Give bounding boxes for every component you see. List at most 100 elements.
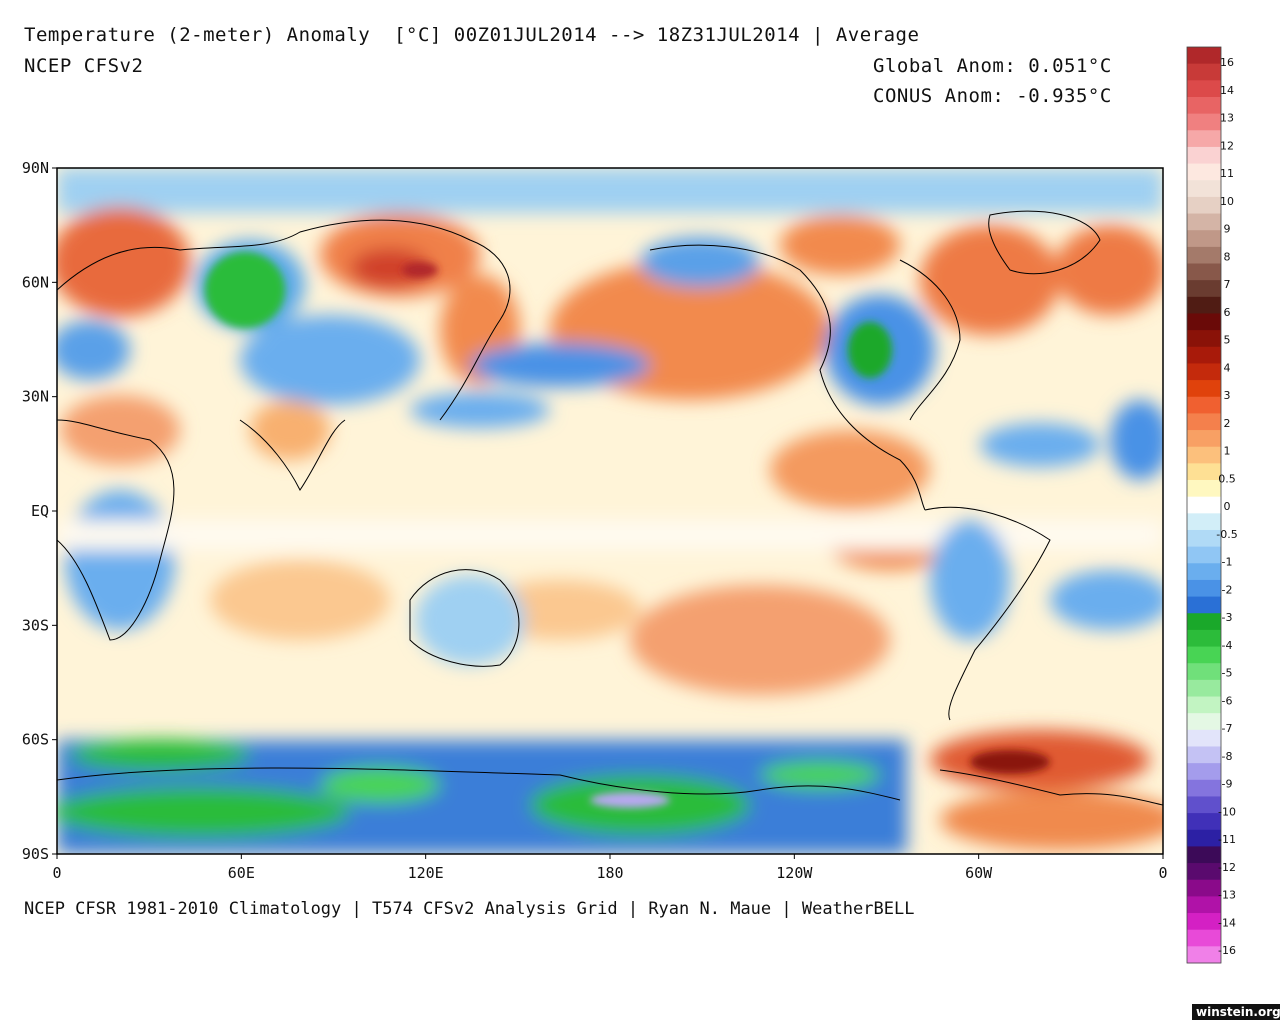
colorbar-label: -6	[1222, 694, 1233, 707]
colorbar-swatch	[1187, 96, 1221, 115]
colorbar-swatch	[1187, 546, 1221, 564]
colorbar-label: 7	[1224, 278, 1231, 291]
colorbar-swatch	[1187, 496, 1221, 514]
colorbar-swatch	[1187, 80, 1221, 98]
colorbar-swatch	[1187, 196, 1221, 215]
lon-label: 0	[1158, 864, 1167, 882]
colorbar-label: -9	[1222, 778, 1233, 791]
colorbar-label: 13	[1220, 112, 1234, 125]
colorbar-label: -10	[1218, 805, 1236, 818]
colorbar-label: -8	[1222, 750, 1233, 763]
colorbar-label: 0.5	[1218, 472, 1236, 485]
colorbar-swatch	[1187, 296, 1221, 314]
colorbar-label: 3	[1224, 389, 1231, 402]
colorbar-label: -14	[1218, 916, 1236, 929]
colorbar-swatch	[1187, 813, 1221, 831]
colorbar-swatch	[1187, 430, 1221, 448]
lat-label: 30S	[22, 616, 49, 634]
colorbar-swatch	[1187, 146, 1221, 165]
colorbar-swatch	[1187, 763, 1221, 781]
colorbar-swatch	[1187, 863, 1221, 881]
colorbar-swatch	[1187, 679, 1221, 698]
colorbar-swatch	[1187, 713, 1221, 731]
lon-label: 120W	[776, 864, 813, 882]
lat-label: 30N	[22, 388, 49, 406]
lat-label: 90N	[22, 159, 49, 177]
colorbar-swatch	[1187, 729, 1221, 747]
colorbar-swatch	[1187, 629, 1221, 648]
map-title: Temperature (2-meter) Anomaly [°C] 00Z01…	[24, 24, 920, 46]
colorbar-swatch	[1187, 330, 1221, 348]
lat-label: 60S	[22, 731, 49, 749]
lat-label: EQ	[31, 502, 49, 520]
colorbar-label: -2	[1222, 583, 1233, 596]
colorbar-swatch	[1187, 280, 1221, 298]
colorbar-label: 11	[1220, 167, 1234, 180]
colorbar-label: -7	[1222, 722, 1233, 735]
colorbar-swatch	[1187, 47, 1221, 65]
colorbar-swatch	[1187, 413, 1221, 431]
conus-anomaly: CONUS Anom: -0.935°C	[873, 85, 1112, 107]
colorbar-swatch	[1187, 913, 1221, 931]
colorbar-swatch	[1187, 396, 1221, 414]
colorbar-label: -12	[1218, 861, 1236, 874]
colorbar-swatch	[1187, 180, 1221, 198]
colorbar-label: 14	[1220, 84, 1234, 97]
colorbar-swatch	[1187, 63, 1221, 81]
colorbar-swatch	[1187, 529, 1221, 548]
colorbar-label: 2	[1224, 417, 1231, 430]
colorbar-label: 6	[1224, 306, 1231, 319]
colorbar-label: 9	[1224, 223, 1231, 236]
colorbar-swatch	[1187, 779, 1221, 797]
colorbar-swatch	[1187, 563, 1221, 581]
lon-label: 180	[596, 864, 623, 882]
colorbar-swatch	[1187, 313, 1221, 331]
colorbar-swatch	[1187, 646, 1221, 664]
colorbar-swatch	[1187, 929, 1221, 947]
colorbar-swatch	[1187, 513, 1221, 531]
colorbar-swatch	[1187, 579, 1221, 598]
colorbar-swatch	[1187, 380, 1221, 398]
colorbar-swatch	[1187, 363, 1221, 381]
colorbar-swatch	[1187, 796, 1221, 814]
colorbar-label: 10	[1220, 195, 1234, 208]
colorbar-label: -3	[1222, 611, 1233, 624]
colorbar-swatch	[1187, 829, 1221, 847]
colorbar-swatch	[1187, 613, 1221, 631]
colorbar-label: 4	[1224, 361, 1231, 374]
colorbar-swatch	[1187, 246, 1221, 265]
latitude-labels: 90N 60N 30N EQ 30S 60S 90S	[22, 159, 57, 863]
colorbar-swatch	[1187, 596, 1221, 614]
colorbar-swatch	[1187, 346, 1221, 364]
colorbar-label: -1	[1222, 556, 1233, 569]
colorbar-swatch	[1187, 163, 1221, 181]
watermark: winstein.org	[1192, 1004, 1280, 1020]
colorbar-label: 1	[1224, 445, 1231, 458]
colorbar-label: -13	[1218, 889, 1236, 902]
colorbar-swatch	[1187, 463, 1221, 481]
lon-label: 0	[52, 864, 61, 882]
lon-label: 60W	[965, 864, 993, 882]
colorbar-swatch	[1187, 230, 1221, 248]
anomaly-field	[57, 168, 1163, 854]
longitude-labels: 0 60E 120E 180 120W 60W 0	[52, 854, 1168, 882]
colorbar-legend: 16 14 13 12 11 10 9 8 7 6 5 4 3 2 1 0.5 0 -0.5 -1 -2 -3 -4 -5 -…	[1186, 46, 1238, 964]
colorbar-swatch	[1187, 879, 1221, 897]
colorbar-label: -5	[1222, 667, 1233, 680]
lat-label: 60N	[22, 273, 49, 291]
colorbar-swatch	[1187, 113, 1221, 131]
colorbar-swatch	[1187, 213, 1221, 231]
colorbar-label: -11	[1218, 833, 1236, 846]
colorbar-label: 5	[1224, 334, 1231, 347]
colorbar-swatch	[1187, 746, 1221, 764]
colorbar-label: -0.5	[1216, 528, 1237, 541]
colorbar-swatch	[1187, 896, 1221, 914]
lon-label: 120E	[408, 864, 444, 882]
colorbar-label: -16	[1218, 944, 1236, 957]
colorbar-label: 0	[1224, 500, 1231, 513]
colorbar-swatch	[1187, 480, 1221, 498]
colorbar-swatch	[1187, 846, 1221, 864]
colorbar-frame	[1186, 46, 1222, 964]
colorbar-swatch	[1187, 130, 1221, 148]
